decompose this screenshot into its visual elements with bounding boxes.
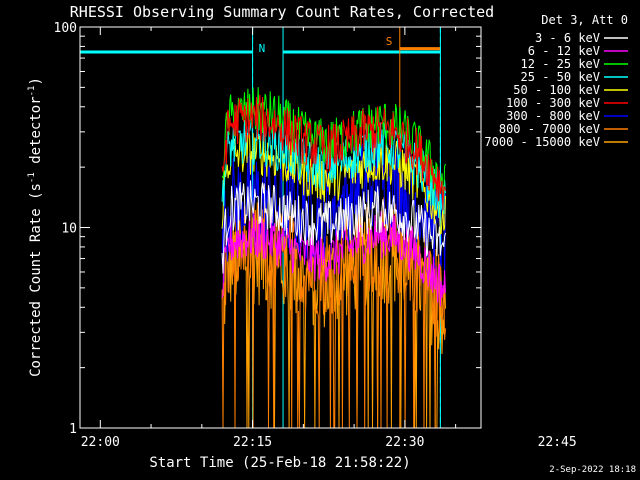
series-layer xyxy=(221,87,446,429)
saa-flag-label: S xyxy=(386,35,393,48)
series-line xyxy=(221,180,446,274)
legend-label: 300 - 800 keV xyxy=(506,109,600,123)
footer-date: 2-Sep-2022 18:18 xyxy=(549,465,636,475)
legend-label: 6 - 12 keV xyxy=(528,44,600,58)
legend-header: Det 3, Att 0 xyxy=(541,13,628,27)
y-axis-label: Corrected Count Rate (s-1 detector-1) xyxy=(27,77,44,377)
series-line xyxy=(221,87,446,195)
x-tick-label: 22:00 xyxy=(81,435,120,450)
night-flag-label: N xyxy=(259,42,266,55)
x-tick-label: 22:45 xyxy=(538,435,577,450)
legend-label: 12 - 25 keV xyxy=(521,57,600,71)
legend-label: 100 - 300 keV xyxy=(506,96,600,110)
y-tick-label: 100 xyxy=(54,21,77,36)
legend-label: 3 - 6 keV xyxy=(535,31,600,45)
chart-title: RHESSI Observing Summary Count Rates, Co… xyxy=(70,3,494,21)
x-axis-label: Start Time (25-Feb-18 21:58:22) xyxy=(149,455,410,471)
x-tick-label: 22:30 xyxy=(385,435,424,450)
y-tick-label: 10 xyxy=(61,222,77,237)
x-tick-label: 22:15 xyxy=(233,435,272,450)
legend-label: 50 - 100 keV xyxy=(513,83,600,97)
series-line xyxy=(221,94,446,211)
legend-label: 7000 - 15000 keV xyxy=(484,135,600,149)
y-tick-label: 1 xyxy=(69,422,77,437)
y-axis: 1 10 100 xyxy=(54,21,481,437)
legend-label: 25 - 50 keV xyxy=(521,70,600,84)
legend-label: 800 - 7000 keV xyxy=(499,122,600,136)
series-line xyxy=(221,211,446,307)
